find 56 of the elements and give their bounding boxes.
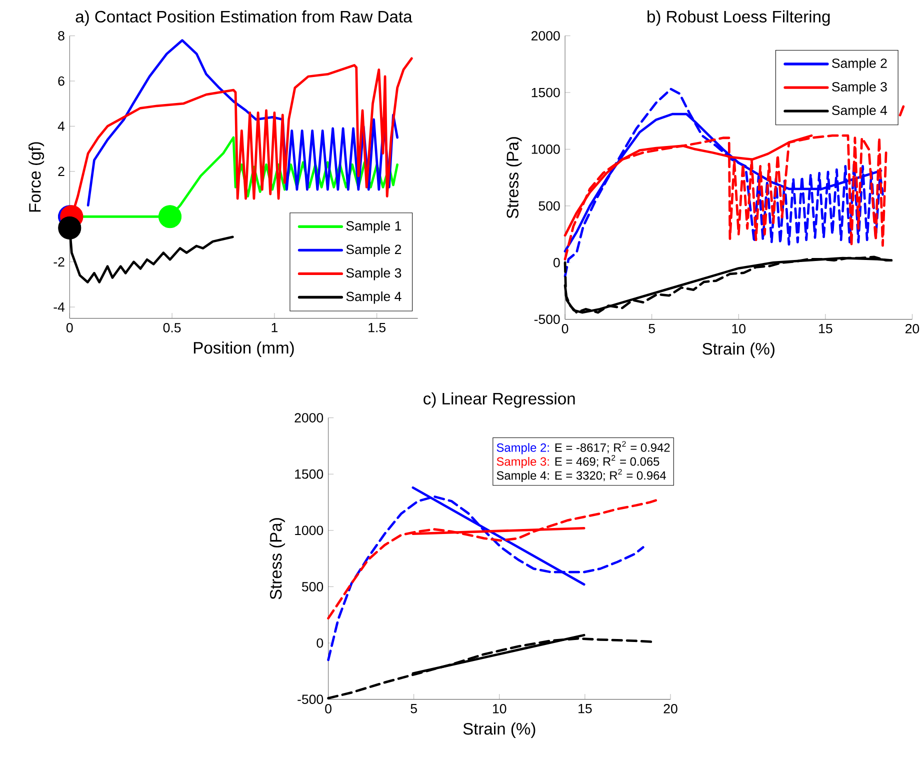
y-tick-label: -500 (298, 694, 324, 704)
y-tick-label: -4 (54, 302, 65, 312)
x-tick-label: 5 (648, 324, 655, 334)
y-tick-label: 0 (316, 638, 324, 648)
x-tick-label: 0 (562, 324, 568, 334)
y-tick-label: 1500 (295, 469, 324, 479)
annotation: E = 3320; R$^{2}$ = 0.964 (555, 468, 666, 482)
text: Sample 3: (496, 456, 549, 468)
y-tick-label: 4 (58, 122, 65, 131)
legend-label: Sample 2 (832, 58, 887, 71)
chart-title: b) Robust Loess Filtering (648, 10, 830, 26)
x-axis-title: Strain (%) (702, 342, 774, 358)
legend-label: Sample 3 (832, 82, 887, 94)
legend-label: Sample 4 (346, 291, 402, 304)
y-tick-label: 500 (302, 582, 324, 592)
x-tick-label: 0.5 (163, 323, 181, 332)
x-axis-title: Strain (%) (463, 722, 536, 738)
y-axis-title: Stress (Pa) (270, 518, 285, 600)
text: Sample 2: (496, 443, 549, 454)
x-tick-label: 10 (493, 704, 506, 714)
text: Sample 4: (496, 470, 549, 482)
y-tick-label: 1000 (295, 526, 324, 536)
x-tick-label: 20 (906, 324, 920, 334)
x-tick-label: 20 (664, 704, 678, 714)
y-tick-label: -500 (534, 314, 560, 324)
x-tick-label: 15 (578, 704, 592, 714)
chart-title: c) Linear Regression (424, 392, 575, 408)
y-tick-label: 6 (58, 76, 64, 86)
legend-label: Sample 1 (346, 220, 402, 234)
x-tick-label: 5 (410, 704, 417, 714)
legend-label: Sample 3 (346, 268, 402, 280)
y-tick-label: 1500 (532, 88, 560, 98)
y-tick-label: 8 (58, 31, 64, 41)
y-tick-label: 2 (58, 166, 64, 176)
chart-title: a) Contact Position Estimation from Raw Data (76, 10, 412, 26)
x-tick-label: 1 (272, 323, 278, 332)
y-tick-label: 2000 (532, 31, 560, 40)
y-axis-title: Stress (Pa) (506, 137, 522, 218)
x-tick-label: 10 (732, 324, 746, 334)
annotation: E = 469; R$^{2}$ = 0.065 (555, 455, 660, 468)
legend-label: Sample 2 (346, 244, 402, 257)
x-axis-title: Position (mm) (194, 342, 294, 357)
line-series (86, 39, 399, 207)
y-tick-label: 0 (553, 258, 560, 268)
y-tick-label: 2000 (294, 413, 324, 422)
y-tick-label: 1000 (532, 144, 560, 154)
x-tick-label: 0 (66, 323, 73, 332)
y-tick-label: 500 (538, 201, 560, 211)
x-tick-label: 0 (325, 704, 332, 714)
y-tick-label: -2 (54, 257, 64, 266)
x-tick-label: 15 (819, 324, 832, 334)
legend-label: Sample 4 (832, 105, 888, 118)
line-series (327, 637, 655, 700)
annotation: E = -8617; R$^{2}$ = 0.942 (555, 441, 670, 454)
y-axis-title: Force (gf) (28, 142, 44, 212)
x-tick-label: 1.5 (368, 323, 386, 332)
